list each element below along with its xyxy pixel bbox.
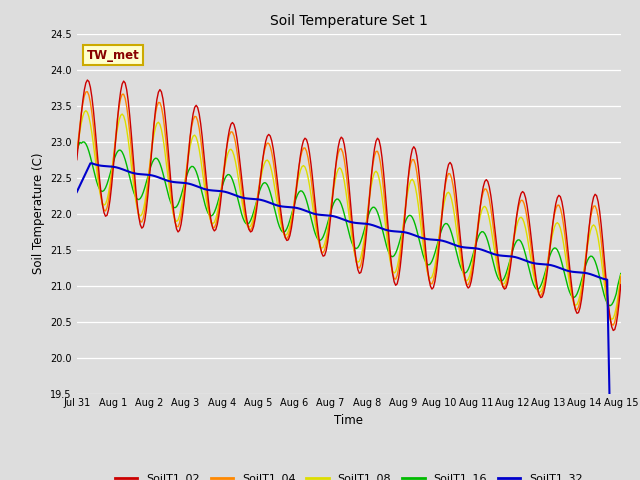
Y-axis label: Soil Temperature (C): Soil Temperature (C) bbox=[31, 153, 45, 275]
SoilT1_32 bbox=[403, 230, 410, 236]
SoilT1_02 bbox=[84, 77, 92, 83]
SoilT1_16 bbox=[606, 303, 614, 309]
SoilT1_08 bbox=[415, 203, 422, 208]
SoilT1_02 bbox=[384, 225, 392, 230]
SoilT1_32 bbox=[415, 234, 422, 240]
SoilT1_32 bbox=[86, 160, 94, 166]
SoilT1_08 bbox=[608, 316, 616, 322]
SoilT1_04 bbox=[84, 89, 92, 95]
SoilT1_16 bbox=[617, 271, 625, 276]
SoilT1_16 bbox=[415, 233, 422, 239]
SoilT1_08 bbox=[90, 142, 97, 147]
SoilT1_32 bbox=[552, 264, 559, 269]
SoilT1_02 bbox=[552, 201, 559, 206]
SoilT1_04 bbox=[552, 206, 559, 212]
SoilT1_08 bbox=[403, 199, 410, 205]
Text: TW_met: TW_met bbox=[86, 49, 140, 62]
Line: SoilT1_02: SoilT1_02 bbox=[77, 80, 621, 331]
Title: Soil Temperature Set 1: Soil Temperature Set 1 bbox=[270, 14, 428, 28]
SoilT1_04 bbox=[415, 181, 422, 187]
SoilT1_08 bbox=[73, 150, 81, 156]
Line: SoilT1_32: SoilT1_32 bbox=[77, 163, 621, 480]
SoilT1_04 bbox=[403, 194, 410, 200]
SoilT1_04 bbox=[176, 220, 184, 226]
SoilT1_04 bbox=[617, 274, 625, 279]
SoilT1_04 bbox=[90, 123, 97, 129]
SoilT1_16 bbox=[552, 245, 559, 251]
SoilT1_32 bbox=[73, 189, 81, 195]
SoilT1_02 bbox=[415, 164, 422, 170]
SoilT1_32 bbox=[90, 161, 97, 167]
SoilT1_16 bbox=[384, 248, 392, 253]
SoilT1_08 bbox=[82, 108, 90, 114]
SoilT1_08 bbox=[384, 244, 392, 250]
SoilT1_02 bbox=[403, 197, 410, 203]
Line: SoilT1_04: SoilT1_04 bbox=[77, 92, 621, 325]
Legend: SoilT1_02, SoilT1_04, SoilT1_08, SoilT1_16, SoilT1_32: SoilT1_02, SoilT1_04, SoilT1_08, SoilT1_… bbox=[110, 469, 588, 480]
SoilT1_04 bbox=[73, 150, 81, 156]
SoilT1_16 bbox=[73, 148, 81, 154]
SoilT1_02 bbox=[617, 282, 625, 288]
SoilT1_04 bbox=[609, 322, 617, 328]
SoilT1_32 bbox=[176, 180, 184, 185]
SoilT1_02 bbox=[176, 228, 184, 233]
SoilT1_08 bbox=[176, 213, 184, 218]
X-axis label: Time: Time bbox=[334, 414, 364, 427]
SoilT1_02 bbox=[73, 157, 81, 163]
SoilT1_04 bbox=[384, 235, 392, 241]
SoilT1_16 bbox=[79, 139, 86, 145]
SoilT1_08 bbox=[617, 272, 625, 277]
SoilT1_16 bbox=[176, 198, 184, 204]
SoilT1_08 bbox=[552, 221, 559, 227]
SoilT1_32 bbox=[384, 228, 392, 233]
SoilT1_02 bbox=[609, 328, 617, 334]
Line: SoilT1_08: SoilT1_08 bbox=[77, 111, 621, 319]
Line: SoilT1_16: SoilT1_16 bbox=[77, 142, 621, 306]
SoilT1_16 bbox=[90, 167, 97, 172]
SoilT1_02 bbox=[90, 108, 97, 113]
SoilT1_16 bbox=[403, 216, 410, 222]
